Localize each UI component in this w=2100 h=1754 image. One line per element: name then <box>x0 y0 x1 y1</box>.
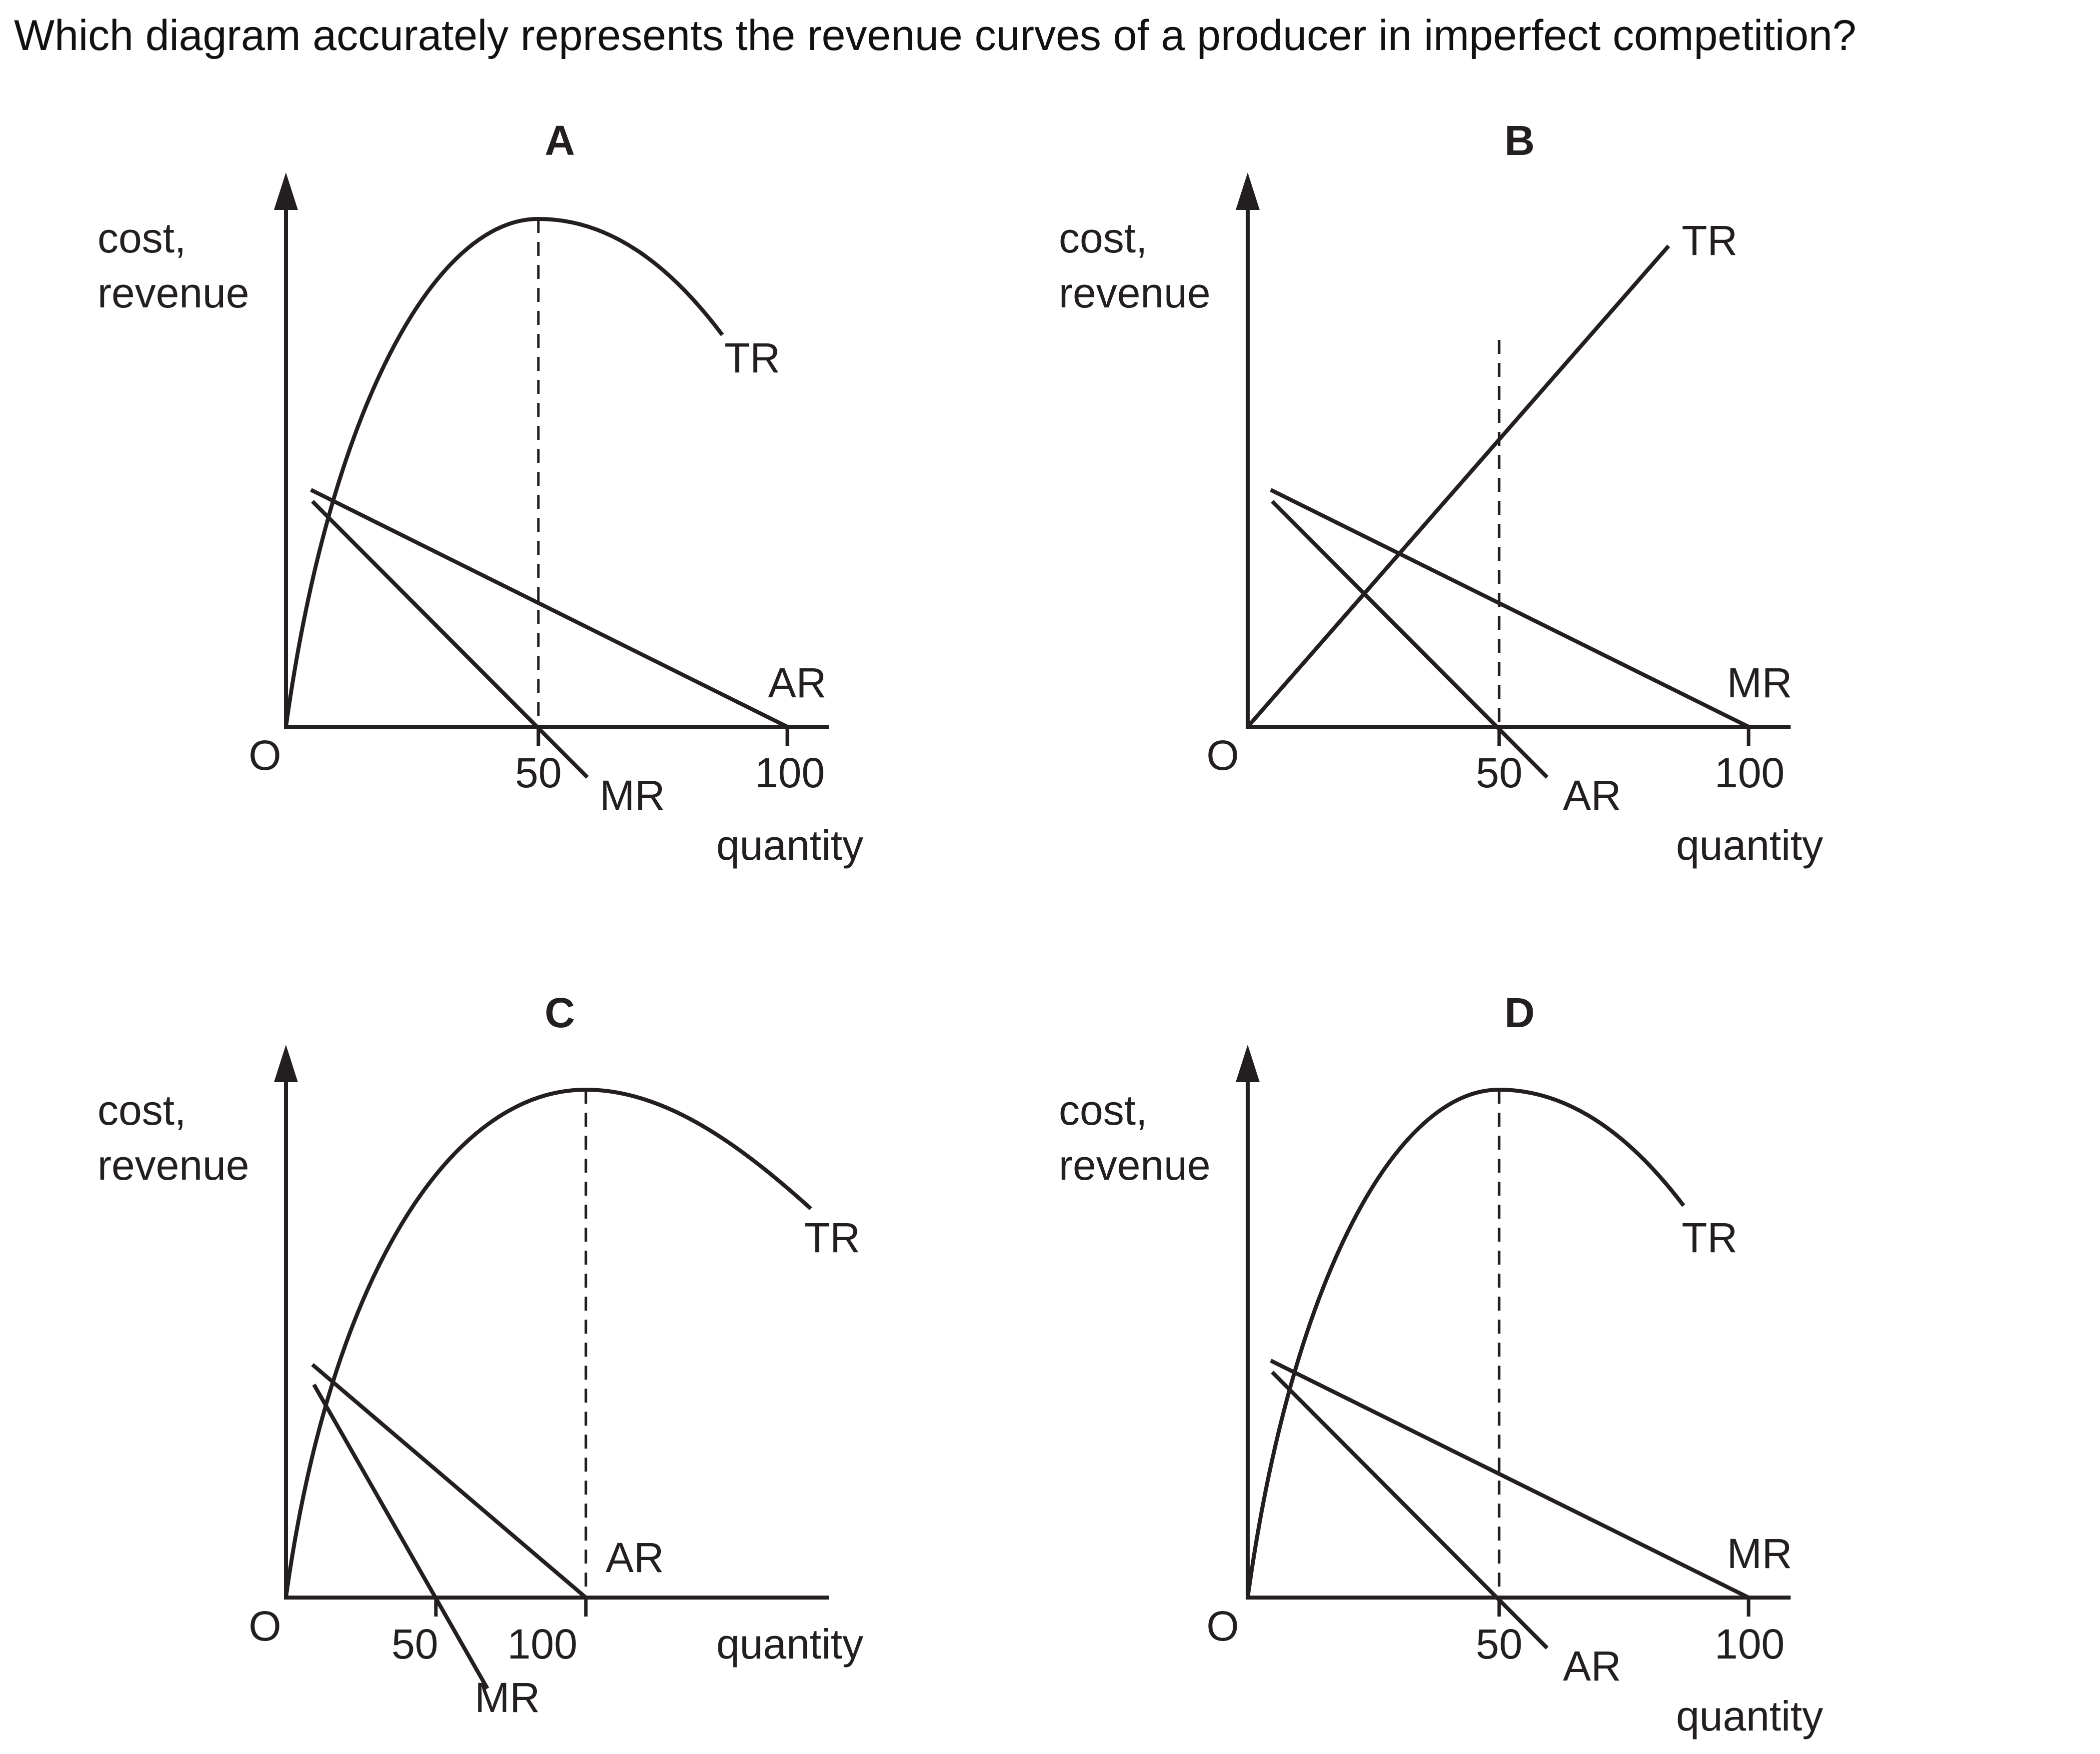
tick-label-50: 50 <box>391 1621 438 1668</box>
panel-d: D cost, revenue O 50 100 quantity TR MR … <box>1059 989 1823 1740</box>
y-axis-arrowhead <box>274 1045 298 1082</box>
tick-label-100: 100 <box>507 1621 577 1668</box>
tick-label-100: 100 <box>1715 1621 1785 1668</box>
tr-label: TR <box>724 334 780 381</box>
y-axis-arrowhead <box>274 172 298 210</box>
y-axis-label: revenue <box>97 1142 249 1189</box>
panel-a: A cost, revenue O 50 100 quantity TR AR … <box>97 117 863 869</box>
ar-line <box>310 488 788 729</box>
origin-label: O <box>1206 1603 1239 1650</box>
y-axis-label: revenue <box>1059 269 1211 316</box>
y-axis-arrowhead <box>1236 172 1260 210</box>
panel-letter: D <box>1505 989 1535 1036</box>
y-axis-label: revenue <box>1059 1142 1211 1189</box>
x-axis-label: quantity <box>716 1621 863 1668</box>
mr-line <box>1270 1359 1750 1600</box>
tr-label: TR <box>1682 1214 1738 1261</box>
tr-curve <box>284 216 724 727</box>
mr-label: MR <box>475 1674 540 1721</box>
tr-label: TR <box>804 1214 860 1261</box>
y-axis-label: revenue <box>97 269 249 316</box>
y-axis-label: cost, <box>1059 1087 1147 1134</box>
tr-line <box>1246 244 1671 728</box>
x-axis-label: quantity <box>716 822 863 869</box>
tr-curve <box>284 1087 812 1598</box>
origin-label: O <box>248 1603 281 1650</box>
panel-letter: C <box>545 989 575 1036</box>
ar-label: AR <box>606 1534 664 1581</box>
y-axis-arrowhead <box>1236 1045 1260 1082</box>
origin-label: O <box>248 732 281 779</box>
ar-line <box>311 1363 587 1600</box>
panel-c: C cost, revenue O 50 100 quantity TR AR … <box>97 989 863 1721</box>
mr-label: MR <box>1727 659 1793 706</box>
panel-letter: A <box>545 117 575 164</box>
mr-line <box>312 1384 489 1690</box>
question-text: Which diagram accurately represents the … <box>14 11 1856 59</box>
y-axis-label: cost, <box>97 214 186 261</box>
tr-curve <box>1246 1087 1686 1598</box>
mr-line <box>311 500 589 779</box>
panel-b: B cost, revenue O 50 100 quantity TR MR … <box>1059 117 1823 869</box>
tick-label-50: 50 <box>515 749 561 796</box>
y-axis-label: cost, <box>1059 214 1147 261</box>
tick-label-50: 50 <box>1476 1621 1522 1668</box>
tick-label-100: 100 <box>1715 749 1785 796</box>
tr-label: TR <box>1682 217 1738 264</box>
ar-label: AR <box>1563 1643 1622 1690</box>
ar-label: AR <box>1563 772 1622 819</box>
mr-line <box>1270 488 1750 729</box>
ar-label: AR <box>768 659 827 706</box>
y-axis-label: cost, <box>97 1087 186 1134</box>
origin-label: O <box>1206 732 1239 779</box>
panel-letter: B <box>1505 117 1535 164</box>
x-axis-label: quantity <box>1676 822 1823 869</box>
ar-line <box>1271 1371 1549 1650</box>
tick-label-100: 100 <box>755 749 825 796</box>
tick-label-50: 50 <box>1476 749 1522 796</box>
x-axis-label: quantity <box>1676 1693 1823 1740</box>
ar-line <box>1271 500 1549 779</box>
mr-label: MR <box>600 772 665 819</box>
mr-label: MR <box>1727 1530 1793 1577</box>
